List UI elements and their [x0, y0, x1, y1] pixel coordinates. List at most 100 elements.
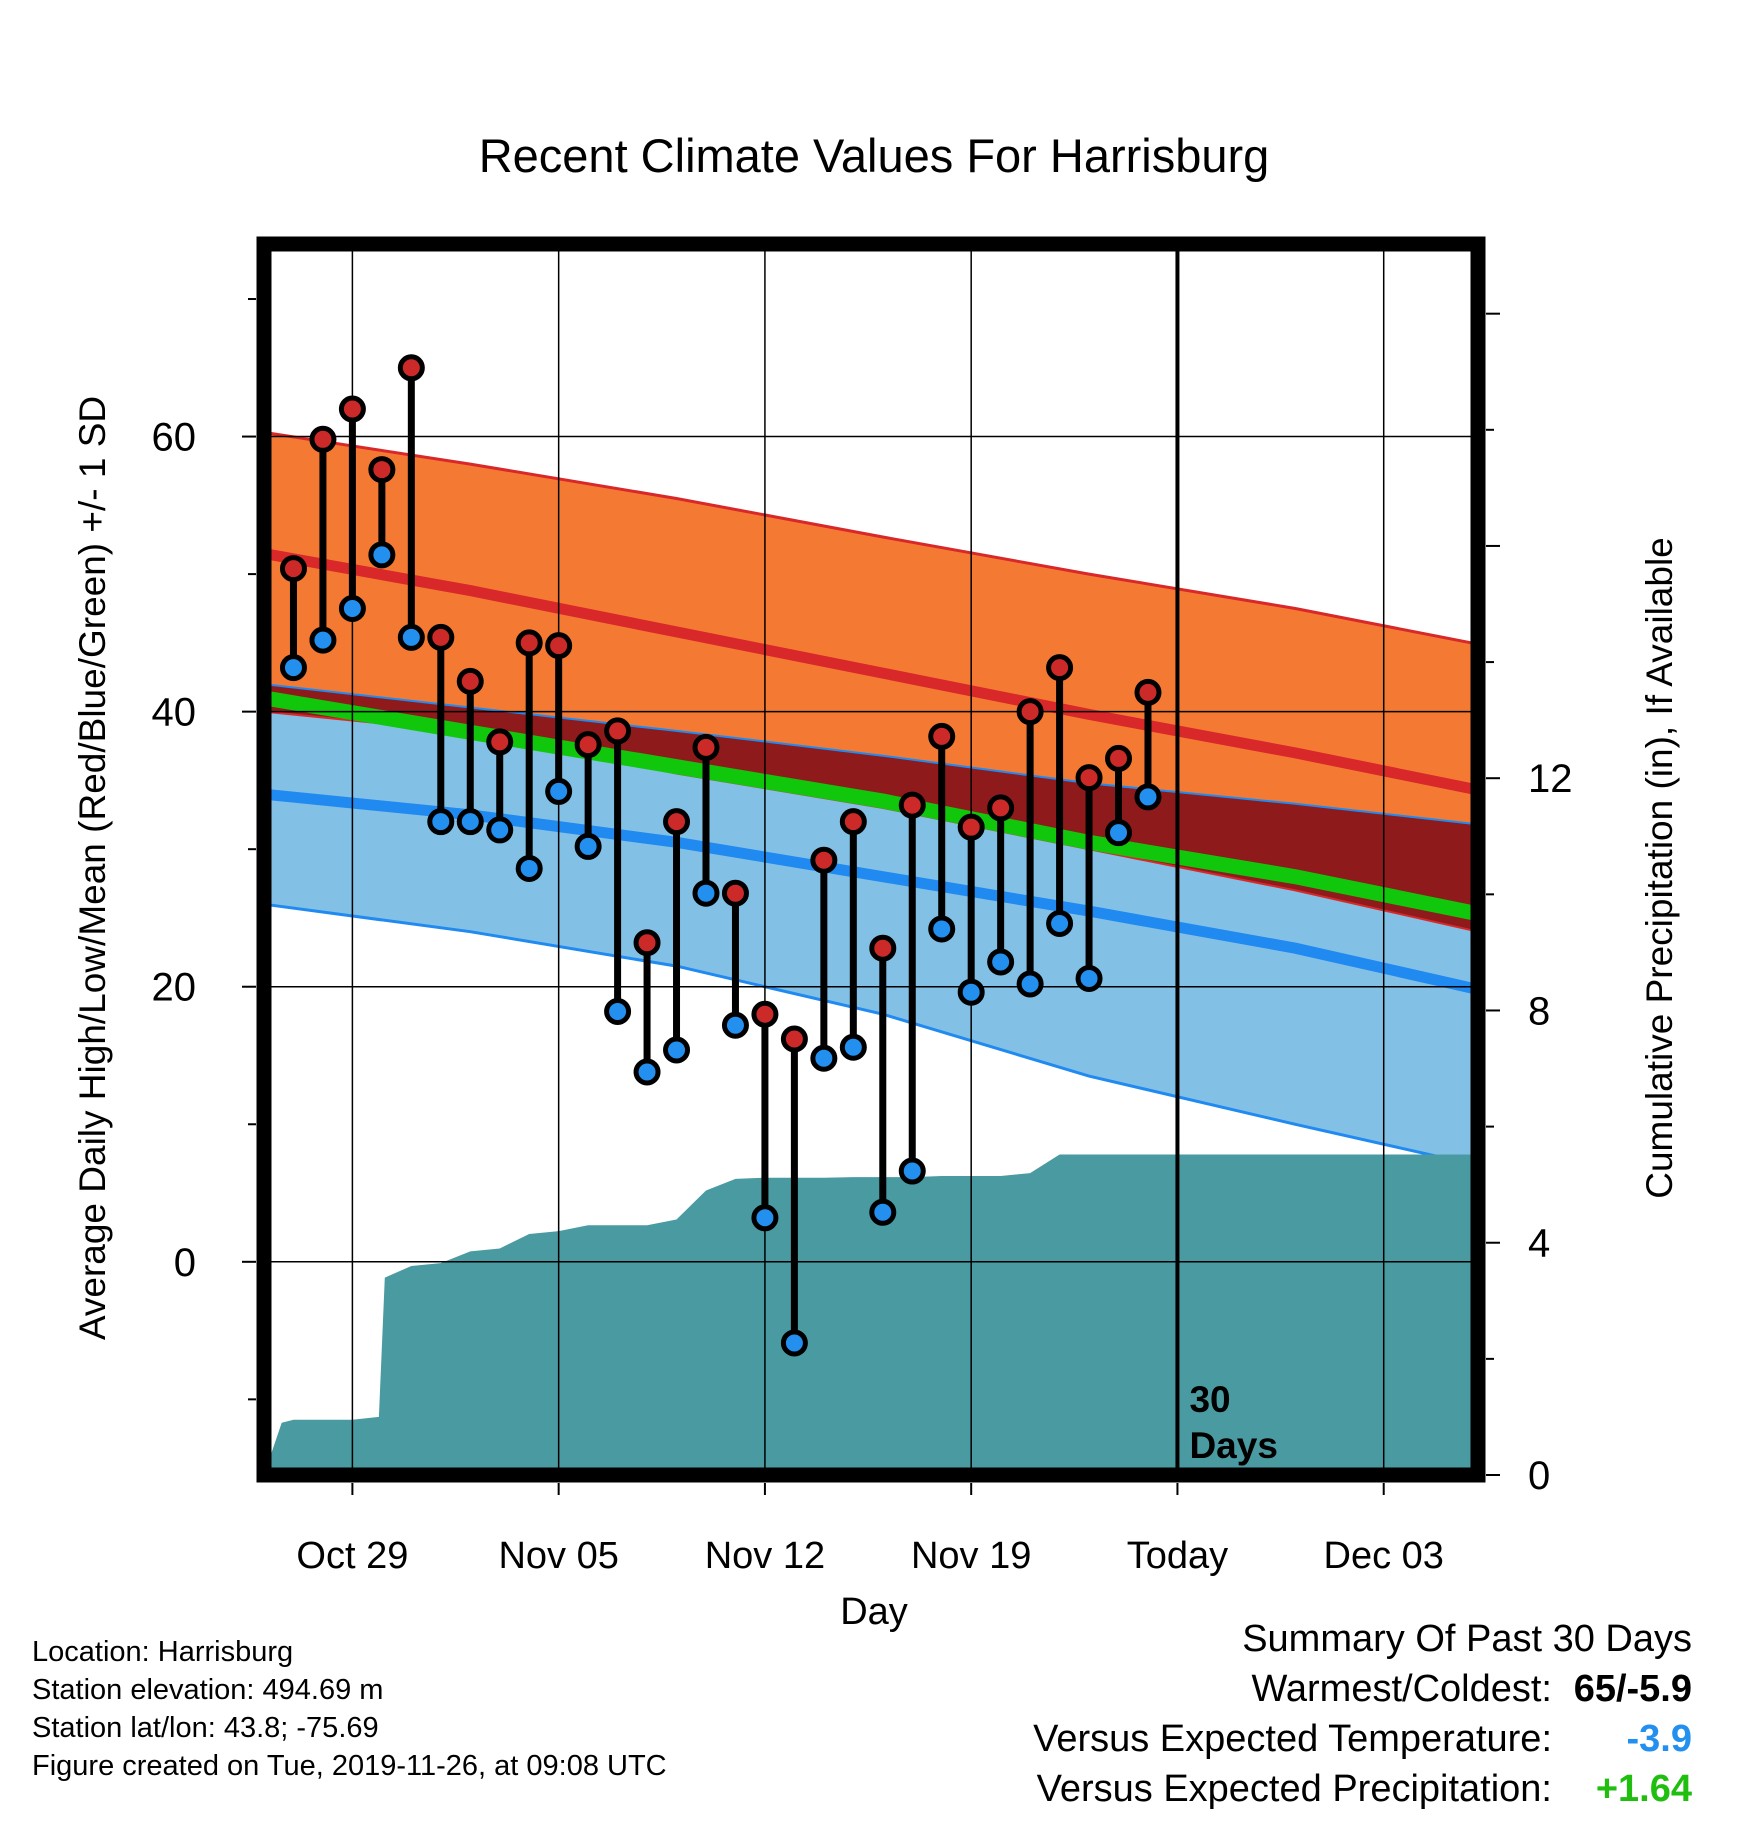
high-temp-point	[1016, 698, 1044, 726]
low-temp-point	[928, 915, 956, 943]
x-tick-label: Today	[1127, 1535, 1228, 1577]
chart-title: Recent Climate Values For Harrisburg	[479, 129, 1270, 182]
low-temp-point	[279, 654, 307, 682]
x-tick-label: Dec 03	[1324, 1535, 1444, 1577]
plot-area: 30 Days Oct 29 Nov 05 Nov 12 Nov 19 Today Dec 0…	[152, 236, 1573, 1577]
station-info: Location: Harrisburg Station elevation: …	[32, 1633, 667, 1785]
precip-value: +1.64	[1595, 1768, 1692, 1810]
high-temp-point	[309, 425, 337, 453]
high-temp-point	[279, 555, 307, 583]
high-temp-point	[456, 667, 484, 695]
y2-tick-label: 8	[1528, 989, 1550, 1033]
low-temp-point	[486, 816, 514, 844]
high-temp-point	[1075, 764, 1103, 792]
high-temp-point	[427, 623, 455, 651]
low-temp-point	[338, 594, 366, 622]
warmest-value: 65/-5.9	[1573, 1668, 1692, 1710]
high-temp-point	[397, 354, 425, 382]
location-text: Location: Harrisburg	[32, 1636, 294, 1668]
low-temp-point	[1046, 909, 1074, 937]
low-temp-point	[427, 808, 455, 836]
high-plus-sd-line	[263, 430, 1479, 646]
today-annotation: 30	[1189, 1379, 1230, 1420]
low-temp-point	[633, 1058, 661, 1086]
high-temp-point	[692, 733, 720, 761]
warmest-label: Warmest/Coldest:	[1251, 1668, 1552, 1710]
high-temp-point	[869, 934, 897, 962]
high-temp-point	[338, 395, 366, 423]
y-tick-label: 60	[152, 416, 197, 460]
high-temp-point	[721, 879, 749, 907]
low-temp-point	[1134, 783, 1162, 811]
low-temp-point	[898, 1157, 926, 1185]
x-tick-label: Nov 12	[705, 1535, 825, 1577]
low-temp-point	[574, 832, 602, 860]
temp-label: Versus Expected Temperature:	[1033, 1718, 1552, 1760]
high-temp-point	[1046, 654, 1074, 682]
high-temp-point	[839, 808, 867, 836]
precip-area	[264, 1154, 1478, 1475]
x-axis-label: Day	[840, 1591, 908, 1633]
high-temp-point	[515, 629, 543, 657]
high-temp-point	[928, 722, 956, 750]
low-temp-point	[368, 541, 396, 569]
high-temp-point	[751, 1000, 779, 1028]
high-temp-point	[368, 456, 396, 484]
high-temp-point	[545, 632, 573, 660]
summary-panel: Summary Of Past 30 Days Warmest/Coldest:…	[1033, 1614, 1692, 1814]
low-temp-point	[515, 854, 543, 882]
high-temp-point	[663, 808, 691, 836]
high-temp-point	[957, 813, 985, 841]
low-temp-point	[397, 623, 425, 651]
latlon-text: Station lat/lon: 43.8; -75.69	[32, 1712, 379, 1744]
plot-frame	[256, 236, 1486, 1483]
low-temp-point	[692, 879, 720, 907]
low-temp-point	[721, 1011, 749, 1039]
created-text: Figure created on Tue, 2019-11-26, at 09…	[32, 1750, 667, 1782]
low-temp-point	[309, 626, 337, 654]
y2-tick-label: 0	[1528, 1454, 1550, 1498]
low-temp-point	[604, 997, 632, 1025]
temp-value: -3.9	[1626, 1718, 1692, 1760]
y2-tick-label: 12	[1528, 757, 1573, 801]
summary-warmest-row: Warmest/Coldest: 65/-5.9	[1033, 1664, 1692, 1714]
summary-precip-row: Versus Expected Precipitation: +1.64	[1033, 1764, 1692, 1814]
low-temp-point	[839, 1033, 867, 1061]
y-tick-label: 20	[152, 966, 197, 1010]
y-tick-label: 0	[174, 1241, 196, 1285]
low-temp-point	[987, 948, 1015, 976]
elevation-text: Station elevation: 494.69 m	[32, 1674, 384, 1706]
high-temp-point	[633, 929, 661, 957]
low-temp-point	[780, 1329, 808, 1357]
y2-axis-label: Cumulative Precipitation (in), If Availa…	[1639, 537, 1680, 1199]
low-temp-point	[1075, 964, 1103, 992]
high-temp-point	[898, 791, 926, 819]
low-temp-point	[869, 1198, 897, 1226]
high-temp-point	[486, 728, 514, 756]
summary-title: Summary Of Past 30 Days	[1242, 1618, 1692, 1660]
summary-temp-row: Versus Expected Temperature: -3.9	[1033, 1714, 1692, 1764]
y-tick-label: 40	[152, 691, 197, 735]
high-temp-point	[574, 731, 602, 759]
low-temp-point	[1105, 819, 1133, 847]
low-temp-point	[663, 1036, 691, 1064]
high-temp-point	[780, 1025, 808, 1053]
low-temp-point	[456, 808, 484, 836]
low-temp-point	[957, 978, 985, 1006]
x-tick-label: Oct 29	[296, 1535, 408, 1577]
low-temp-point	[751, 1204, 779, 1232]
high-temp-point	[1134, 678, 1162, 706]
low-temp-point	[1016, 970, 1044, 998]
low-temp-point	[810, 1044, 838, 1072]
high-temp-point	[987, 794, 1015, 822]
high-temp-point	[604, 717, 632, 745]
x-tick-label: Nov 05	[498, 1535, 618, 1577]
y-axis-label: Average Daily High/Low/Mean (Red/Blue/Gr…	[72, 396, 113, 1340]
low-temp-point	[545, 777, 573, 805]
y2-tick-label: 4	[1528, 1222, 1550, 1266]
high-temp-point	[810, 846, 838, 874]
x-tick-label: Nov 19	[911, 1535, 1031, 1577]
today-annotation: Days	[1189, 1425, 1277, 1466]
